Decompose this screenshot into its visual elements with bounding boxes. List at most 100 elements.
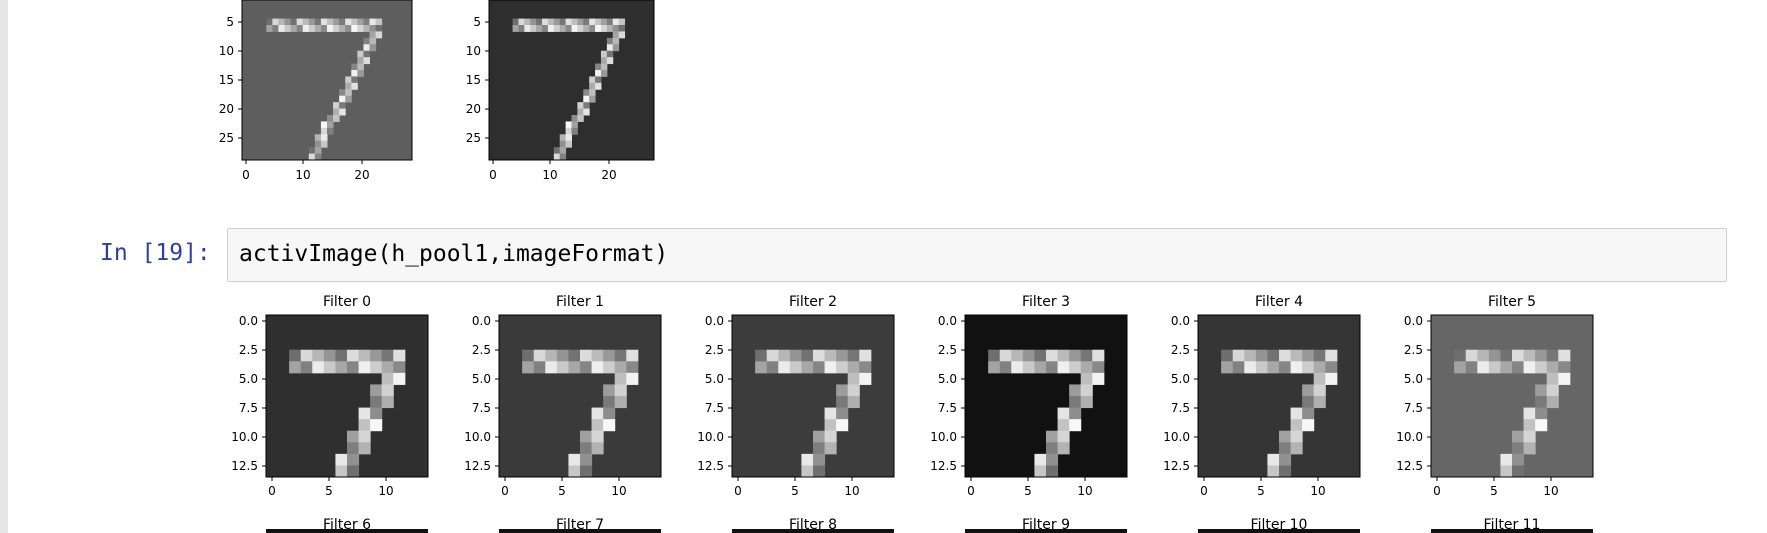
digit-pixel bbox=[824, 419, 837, 432]
digit-pixel bbox=[1477, 349, 1490, 362]
digit-pixel bbox=[347, 453, 360, 466]
y-tick-label: 25 bbox=[219, 131, 234, 145]
digit-pixel bbox=[1302, 361, 1315, 374]
digit-pixel bbox=[568, 465, 581, 478]
digit-pixel bbox=[1302, 407, 1315, 420]
digit-pixel bbox=[603, 349, 616, 362]
digit-pixel bbox=[1244, 361, 1257, 374]
filter-title: Filter 11 bbox=[1484, 517, 1541, 533]
y-tick-label: 0.0 bbox=[472, 314, 491, 328]
digit-pixel bbox=[614, 384, 627, 397]
x-tick-label: 10 bbox=[378, 484, 393, 498]
digit-pixel bbox=[583, 108, 590, 116]
digit-pixel bbox=[559, 18, 567, 26]
digit-pixel bbox=[1535, 384, 1548, 397]
digit-pixel bbox=[583, 102, 590, 110]
digit-pixel bbox=[351, 25, 358, 32]
digit-pixel bbox=[393, 349, 406, 362]
digit-pixel bbox=[363, 37, 370, 45]
digit-pixel bbox=[314, 134, 322, 142]
digit-pixel bbox=[1535, 407, 1548, 420]
digit-pixel bbox=[512, 25, 519, 32]
digit-pixel bbox=[1069, 407, 1082, 420]
x-tick-label: 5 bbox=[558, 484, 566, 498]
digit-pixel bbox=[1500, 465, 1513, 478]
digit-pixel bbox=[363, 57, 370, 65]
digit-pixel bbox=[320, 140, 328, 148]
digit-pixel bbox=[589, 76, 596, 84]
digit-pixel bbox=[559, 25, 567, 32]
digit-pixel bbox=[300, 361, 313, 374]
digit-pixel bbox=[1046, 349, 1059, 362]
digit-pixel bbox=[580, 349, 593, 362]
digit-pixel bbox=[1558, 349, 1571, 362]
digit-pixel bbox=[1034, 361, 1047, 374]
digit-pixel bbox=[290, 25, 298, 32]
digit-pixel bbox=[618, 31, 626, 39]
digit-pixel bbox=[1069, 396, 1082, 409]
filter-panel: Filter 10 bbox=[1198, 517, 1360, 533]
digit-pixel bbox=[859, 372, 872, 385]
digit-pixel bbox=[296, 18, 304, 26]
digit-pixel bbox=[289, 361, 302, 374]
y-tick-label: 12.5 bbox=[1163, 459, 1190, 473]
digit-pixel bbox=[565, 127, 572, 135]
plot-frame bbox=[1430, 314, 1594, 478]
y-tick-label: 7.5 bbox=[239, 401, 258, 415]
digit-pixel bbox=[577, 25, 584, 32]
digit-pixel bbox=[583, 25, 590, 32]
digit-pixel bbox=[568, 361, 581, 374]
digit-pixel bbox=[1092, 361, 1105, 374]
digit-pixel bbox=[553, 153, 561, 161]
digit-pixel bbox=[847, 361, 860, 374]
x-tick-label: 20 bbox=[601, 168, 616, 182]
digit-pixel bbox=[847, 372, 860, 385]
digit-pixel bbox=[1057, 442, 1070, 455]
digit-pixel bbox=[755, 361, 768, 374]
filter-title: Filter 7 bbox=[556, 517, 604, 533]
digit-pixel bbox=[542, 18, 549, 26]
digit-pixel bbox=[600, 18, 608, 26]
digit-pixel bbox=[589, 18, 596, 26]
y-tick-label: 10.0 bbox=[930, 430, 957, 444]
digit-pixel bbox=[595, 70, 602, 77]
x-tick-label: 0 bbox=[242, 168, 250, 182]
cell-code[interactable]: activImage(h_pool1,imageFormat) bbox=[239, 241, 669, 267]
digit-pixel bbox=[1500, 361, 1513, 374]
digit-pixel bbox=[339, 18, 346, 26]
filter-title: Filter 8 bbox=[789, 517, 837, 533]
code-cell-input[interactable]: activImage(h_pool1,imageFormat) bbox=[227, 228, 1727, 282]
digit-pixel bbox=[357, 18, 364, 26]
digit-pixel bbox=[314, 25, 322, 32]
digit-pixel bbox=[1232, 349, 1245, 362]
digit-pixel bbox=[568, 453, 581, 466]
digit-pixel bbox=[766, 361, 779, 374]
y-tick-label: 10.0 bbox=[1163, 430, 1190, 444]
digit-pixel bbox=[369, 25, 377, 32]
digit-pixel bbox=[606, 57, 614, 65]
digit-pixel bbox=[813, 430, 826, 443]
digit-pixel bbox=[1313, 372, 1326, 385]
digit-pixel bbox=[1267, 361, 1280, 374]
x-tick-label: 5 bbox=[1257, 484, 1265, 498]
digit-pixel bbox=[755, 349, 768, 362]
digit-pixel bbox=[1255, 349, 1268, 362]
digit-pixel bbox=[1325, 372, 1338, 385]
digit-pixel bbox=[1313, 384, 1326, 397]
digit-pixel bbox=[614, 349, 627, 362]
digit-pixel bbox=[370, 396, 383, 409]
digit-pixel bbox=[1046, 465, 1059, 478]
digit-pixel bbox=[1302, 419, 1315, 432]
digit-pixel bbox=[335, 349, 348, 362]
filter-title: Filter 4 bbox=[1255, 294, 1303, 310]
x-tick-label: 5 bbox=[1024, 484, 1032, 498]
digit-pixel bbox=[363, 25, 370, 32]
digit-pixel bbox=[266, 25, 273, 32]
digit-pixel bbox=[347, 349, 360, 362]
digit-pixel bbox=[591, 419, 604, 432]
digit-pixel bbox=[591, 361, 604, 374]
digit-pixel bbox=[824, 430, 837, 443]
x-tick-label: 5 bbox=[1490, 484, 1498, 498]
y-tick-label: 5.0 bbox=[239, 372, 258, 386]
